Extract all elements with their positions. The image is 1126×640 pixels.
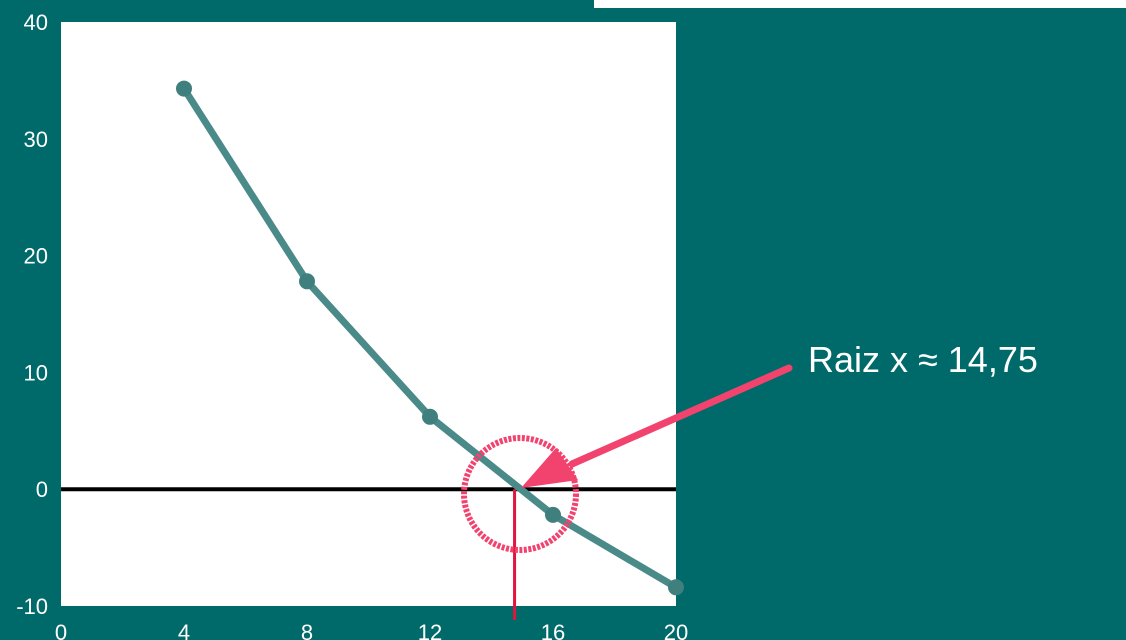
- x-tick-label: 16: [541, 620, 565, 640]
- axis-ticks: 0 4 8 12 16 20 -10 0 10 20 30 40: [16, 10, 688, 640]
- data-point: [176, 80, 192, 97]
- y-tick-label: -10: [16, 594, 48, 619]
- x-tick-label: 4: [178, 620, 190, 640]
- data-point: [668, 579, 684, 596]
- top-white-strip: [594, 0, 1126, 8]
- y-tick-label: 10: [24, 360, 48, 385]
- x-tick-label: 12: [418, 620, 442, 640]
- callout-arrow: [521, 364, 793, 488]
- arrow-head: [521, 448, 578, 488]
- data-point: [299, 273, 315, 290]
- x-tick-label: 0: [55, 620, 67, 640]
- y-tick-label: 20: [24, 244, 48, 269]
- y-tick-label: 0: [36, 477, 48, 502]
- arrow-shaft: [568, 364, 793, 468]
- y-tick-label: 30: [24, 127, 48, 152]
- data-point: [422, 408, 438, 425]
- x-tick-label: 8: [301, 620, 313, 640]
- y-tick-label: 40: [24, 10, 48, 35]
- series-points: [176, 80, 684, 596]
- x-tick-label: 20: [664, 620, 688, 640]
- data-point: [545, 506, 561, 523]
- plot-area: [61, 22, 676, 606]
- root-highlight-circle: [461, 435, 579, 553]
- root-annotation: Raiz x ≈ 14,75: [808, 339, 1038, 380]
